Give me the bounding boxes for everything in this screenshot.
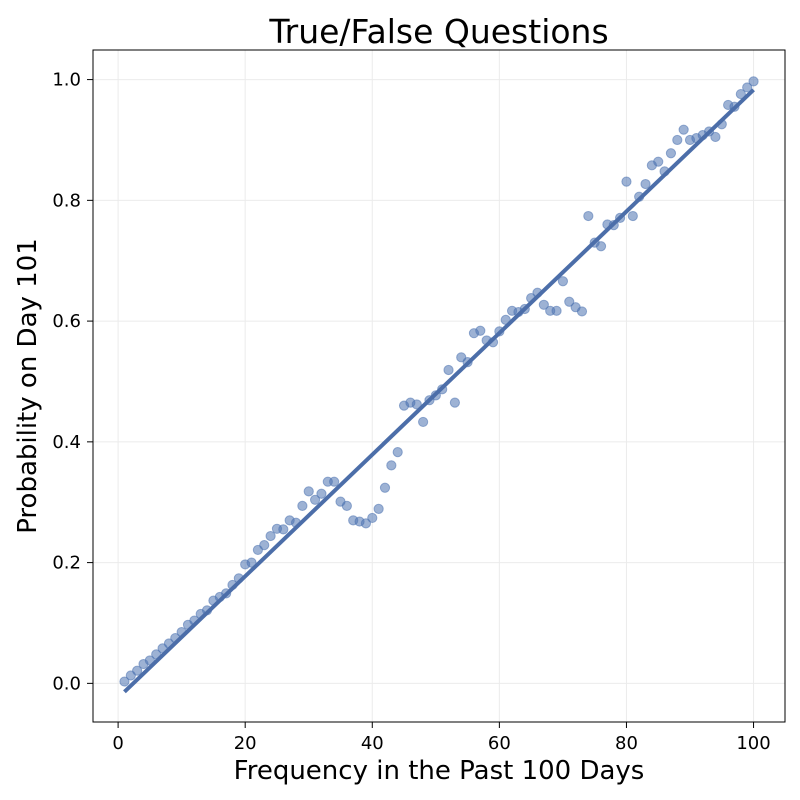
data-point — [418, 416, 429, 428]
data-point — [475, 325, 486, 336]
y-tick-label: 0.2 — [52, 553, 81, 574]
data-point — [341, 500, 352, 511]
data-point — [329, 476, 340, 487]
data-point — [392, 447, 403, 458]
data-point — [259, 539, 270, 551]
y-tick-label: 0.4 — [52, 432, 81, 453]
grid-layer — [93, 50, 785, 722]
x-tick-label: 0 — [112, 733, 123, 754]
data-point — [576, 306, 588, 317]
data-point — [678, 124, 689, 135]
x-axis-title: Frequency in the Past 100 Days — [234, 756, 645, 786]
data-point — [557, 276, 569, 287]
x-tick-label: 60 — [488, 733, 511, 754]
points-layer — [119, 76, 759, 687]
data-point — [449, 397, 460, 408]
x-tick-label: 100 — [736, 733, 770, 754]
data-point — [538, 299, 549, 310]
data-point — [278, 524, 289, 535]
data-point — [316, 488, 327, 499]
data-point — [132, 665, 143, 676]
data-point — [583, 210, 594, 222]
data-point — [735, 88, 746, 100]
chart-title: True/False Questions — [268, 12, 608, 51]
y-axis-title: Probability on Day 101 — [13, 238, 43, 534]
data-point — [119, 676, 130, 687]
data-point — [367, 512, 378, 524]
data-point — [621, 176, 632, 187]
y-tick-label: 1.0 — [52, 70, 81, 91]
y-tick-label: 0.6 — [52, 311, 81, 332]
data-point — [386, 460, 397, 471]
data-point — [373, 503, 384, 514]
data-point — [411, 399, 422, 410]
fit-line — [123, 88, 755, 694]
x-tick-label: 20 — [234, 733, 257, 754]
data-point — [360, 518, 372, 529]
data-point — [246, 557, 257, 568]
data-point — [653, 156, 664, 167]
x-tick-label: 80 — [615, 733, 638, 754]
data-point — [551, 305, 562, 316]
data-point — [640, 178, 651, 190]
x-axis-ticks: 0 20 40 60 80 100 — [112, 722, 771, 754]
data-point — [265, 530, 276, 542]
data-point — [748, 76, 759, 87]
fit-line-layer — [123, 88, 755, 694]
data-point — [627, 210, 638, 222]
data-point — [443, 364, 454, 376]
y-tick-label: 0.0 — [52, 673, 81, 694]
data-point — [309, 494, 321, 505]
plot-frame — [92, 49, 786, 723]
data-point — [564, 296, 575, 307]
data-point — [595, 241, 607, 252]
data-point — [742, 82, 753, 93]
y-tick-label: 0.8 — [52, 190, 81, 211]
data-point — [297, 500, 308, 511]
x-tick-label: 40 — [361, 733, 384, 754]
data-point — [379, 482, 391, 493]
data-point — [303, 486, 314, 497]
data-point — [710, 131, 721, 143]
y-axis-ticks: 0.0 0.2 0.4 0.6 0.8 1.0 — [52, 70, 93, 694]
data-point — [665, 148, 677, 159]
data-point — [672, 134, 683, 146]
